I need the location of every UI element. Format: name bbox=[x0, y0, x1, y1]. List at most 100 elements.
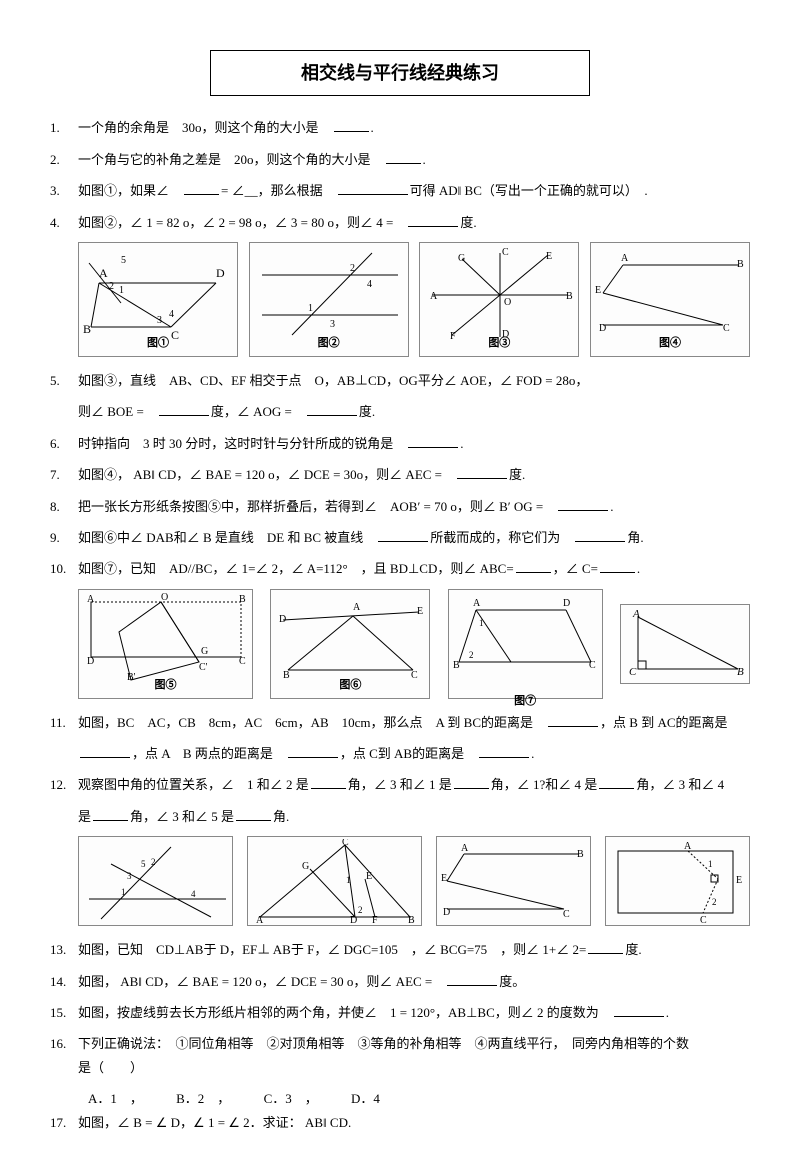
figure-12-angles: 52 31 4 bbox=[78, 836, 233, 926]
q12-blank5 bbox=[236, 807, 271, 821]
svg-text:O: O bbox=[161, 592, 168, 603]
q11-text-b: ，点 B 到 AC的距离是 bbox=[600, 715, 727, 730]
svg-text:C: C bbox=[563, 909, 570, 920]
q16-text-a: 下列正确说法： ①同位角相等 ②对顶角相等 ③等角的补角相等 ④两直线平行， 同… bbox=[78, 1036, 689, 1051]
fig1-label: 图① bbox=[147, 334, 169, 354]
q12-blank1 bbox=[311, 775, 346, 789]
q16-text-b: 是（ ） bbox=[78, 1060, 143, 1075]
svg-text:2: 2 bbox=[109, 281, 114, 292]
q16-options: A．1 ， B．2 ， C．3 ， D．4 bbox=[88, 1087, 750, 1110]
q5-text-c: 度，∠ AOG = bbox=[211, 404, 305, 419]
svg-text:1: 1 bbox=[121, 887, 126, 897]
q6-text: 时钟指向 3 时 30 分时，这时时针与分针所成的锐角是 bbox=[78, 436, 406, 451]
q2-blank bbox=[386, 150, 421, 164]
q3-text-c: 可得 AD‖ BC（写出一个正确的就可以） . bbox=[410, 183, 648, 198]
q8-suffix: . bbox=[610, 499, 613, 514]
q12-blank4 bbox=[93, 807, 128, 821]
q1-text: 一个角的余角是 30o，则这个角的大小是 bbox=[78, 120, 332, 135]
svg-text:B: B bbox=[577, 849, 584, 860]
svg-text:E: E bbox=[417, 606, 423, 617]
q8-num: 8. bbox=[50, 495, 78, 518]
q10-num: 10. bbox=[50, 557, 78, 580]
figure-11-triangle: A C B bbox=[620, 604, 750, 684]
figure-6: DA EB C 图⑥ bbox=[270, 589, 430, 699]
svg-text:1: 1 bbox=[119, 285, 124, 296]
q3-text-a: 如图①，如果∠ bbox=[78, 183, 182, 198]
q5-blank1 bbox=[159, 402, 209, 416]
svg-text:B: B bbox=[566, 291, 573, 302]
svg-text:B: B bbox=[239, 594, 246, 605]
svg-text:4: 4 bbox=[367, 279, 372, 290]
question-15: 15. 如图，按虚线剪去长方形纸片相邻的两个角，并使∠ 1 = 120°，AB⊥… bbox=[50, 1001, 750, 1024]
q6-suffix: . bbox=[460, 436, 463, 451]
q15-suffix: . bbox=[666, 1005, 669, 1020]
q11-num: 11. bbox=[50, 711, 78, 734]
svg-text:D: D bbox=[87, 656, 94, 667]
question-4: 4. 如图②，∠ 1 = 82 o，∠ 2 = 98 o，∠ 3 = 80 o，… bbox=[50, 211, 750, 234]
figure-3: A B C D E F G O 图③ bbox=[419, 242, 579, 357]
svg-text:A: A bbox=[621, 253, 629, 264]
q12-text-g: 角. bbox=[273, 809, 289, 824]
svg-text:O: O bbox=[504, 297, 511, 308]
q12-text-e: 是 bbox=[78, 809, 91, 824]
q14-text: 如图， AB‖ CD，∠ BAE = 120 o，∠ DCE = 30 o，则∠… bbox=[78, 974, 445, 989]
q15-blank bbox=[614, 1003, 664, 1017]
svg-text:C': C' bbox=[199, 662, 208, 673]
q4-blank bbox=[408, 213, 458, 227]
q4-num: 4. bbox=[50, 211, 78, 234]
q12-line2: 是角，∠ 3 和∠ 5 是角. bbox=[78, 805, 750, 828]
svg-text:5: 5 bbox=[141, 859, 146, 869]
q12-blank2 bbox=[454, 775, 489, 789]
svg-text:4: 4 bbox=[169, 309, 174, 320]
q4-suffix: 度. bbox=[460, 215, 476, 230]
q16-opt-b: B．2 ， bbox=[176, 1091, 230, 1106]
question-13: 13. 如图，已知 CD⊥AB于 D，EF⊥ AB于 F，∠ DGC=105 ，… bbox=[50, 938, 750, 961]
svg-text:E: E bbox=[441, 873, 447, 884]
q15-num: 15. bbox=[50, 1001, 78, 1024]
svg-text:2: 2 bbox=[712, 897, 717, 907]
svg-text:F: F bbox=[372, 915, 378, 925]
figure-1: A D B C 5 1 2 3 4 图① bbox=[78, 242, 238, 357]
svg-text:A: A bbox=[99, 266, 108, 280]
figure-row-1: A D B C 5 1 2 3 4 图① 2 4 1 3 图② A bbox=[78, 242, 750, 357]
q16-num: 16. bbox=[50, 1032, 78, 1055]
q5-blank2 bbox=[307, 402, 357, 416]
question-7: 7. 如图④， AB‖ CD，∠ BAE = 120 o，∠ DCE = 30o… bbox=[50, 463, 750, 486]
svg-text:D: D bbox=[563, 598, 570, 609]
q14-blank bbox=[447, 972, 497, 986]
svg-text:A: A bbox=[256, 915, 264, 925]
svg-text:G: G bbox=[458, 253, 465, 264]
q11-line2: ，点 A B 两点的距离是 ，点 C到 AB的距离是 . bbox=[78, 742, 750, 765]
q9-blank2 bbox=[575, 528, 625, 542]
q14-num: 14. bbox=[50, 970, 78, 993]
q11-blank4 bbox=[479, 744, 529, 758]
q3-num: 3. bbox=[50, 179, 78, 202]
svg-text:B: B bbox=[283, 670, 290, 681]
svg-text:C: C bbox=[342, 839, 349, 848]
svg-text:C: C bbox=[411, 670, 418, 681]
question-5: 5. 如图③，直线 AB、CD、EF 相交于点 O，AB⊥CD，OG平分∠ AO… bbox=[50, 369, 750, 392]
figure-4: A B C D E 图④ bbox=[590, 242, 750, 357]
q11-text-a: 如图，BC AC，CB 8cm，AC 6cm，AB 10cm，那么点 A 到 B… bbox=[78, 715, 546, 730]
fig2-label: 图② bbox=[318, 334, 340, 354]
svg-text:A: A bbox=[430, 291, 438, 302]
figure-5: AO BD B'C C'G 图⑤ bbox=[78, 589, 253, 699]
svg-text:E: E bbox=[736, 875, 742, 886]
svg-text:D: D bbox=[279, 614, 286, 625]
q9-num: 9. bbox=[50, 526, 78, 549]
svg-text:A: A bbox=[632, 608, 640, 620]
q13-blank bbox=[588, 940, 623, 954]
q11-blank2 bbox=[80, 744, 130, 758]
svg-text:E: E bbox=[366, 871, 372, 882]
svg-text:B: B bbox=[737, 259, 744, 270]
question-14: 14. 如图， AB‖ CD，∠ BAE = 120 o，∠ DCE = 30 … bbox=[50, 970, 750, 993]
q5-text-b: 则∠ BOE = bbox=[78, 404, 157, 419]
q2-num: 2. bbox=[50, 148, 78, 171]
svg-text:G: G bbox=[201, 646, 208, 657]
svg-text:2: 2 bbox=[358, 905, 363, 915]
q5-text-d: 度. bbox=[359, 404, 375, 419]
q12-text-c: 角，∠ 1?和∠ 4 是 bbox=[491, 777, 598, 792]
fig7-label: 图⑦ bbox=[514, 692, 536, 712]
svg-text:1: 1 bbox=[346, 875, 351, 885]
svg-text:2: 2 bbox=[469, 650, 474, 660]
